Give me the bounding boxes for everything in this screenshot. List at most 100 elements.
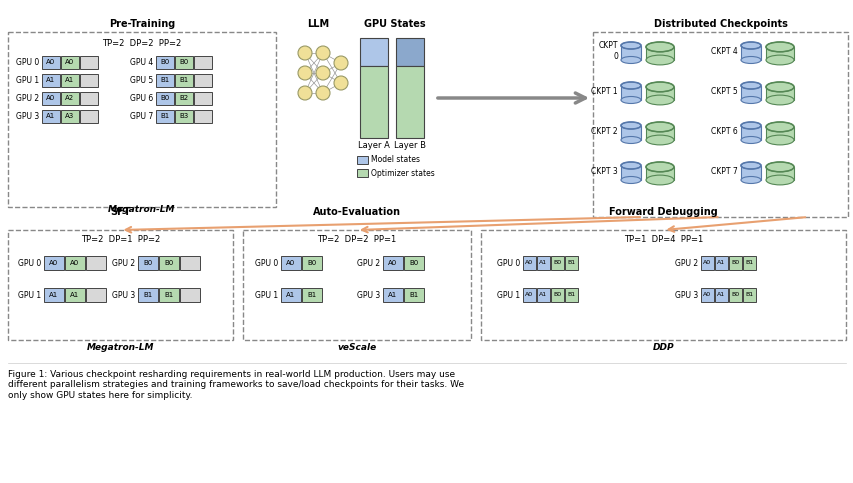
Bar (700, 288, 713, 302)
Bar (194, 74, 212, 87)
Text: A0: A0 (286, 260, 295, 266)
Text: CKPT
0: CKPT 0 (598, 42, 618, 61)
Text: GPU 4: GPU 4 (130, 58, 153, 67)
Text: B1: B1 (160, 77, 170, 84)
Text: B3: B3 (179, 114, 189, 119)
Text: Model states: Model states (370, 156, 420, 165)
Text: Megatron-LM: Megatron-LM (108, 204, 176, 213)
Ellipse shape (765, 175, 793, 185)
Bar (194, 92, 212, 105)
Text: TP=2  DP=1  PP=2: TP=2 DP=1 PP=2 (81, 236, 160, 244)
Bar (302, 288, 322, 302)
Text: GPU 2: GPU 2 (112, 258, 135, 268)
Text: B0: B0 (553, 293, 561, 298)
Ellipse shape (645, 135, 673, 145)
Bar (645, 127, 673, 140)
Text: B1: B1 (745, 260, 752, 266)
Text: GPU 5: GPU 5 (130, 76, 153, 85)
Ellipse shape (316, 66, 329, 80)
Bar (8, 32, 276, 207)
Text: A0: A0 (703, 293, 711, 298)
Bar (44, 256, 64, 270)
Bar (156, 56, 174, 69)
Text: Forward Debugging: Forward Debugging (608, 207, 717, 217)
Ellipse shape (765, 42, 793, 52)
Bar (480, 230, 845, 340)
Text: CKPT 2: CKPT 2 (590, 127, 618, 136)
Bar (742, 256, 755, 270)
Text: GPU 0: GPU 0 (15, 58, 39, 67)
Text: GPU 3: GPU 3 (15, 112, 39, 121)
Ellipse shape (765, 55, 793, 65)
Bar (765, 47, 793, 60)
Text: LLM: LLM (306, 19, 328, 29)
Text: TP=2  DP=2  PP=2: TP=2 DP=2 PP=2 (102, 39, 182, 47)
Text: B1: B1 (164, 292, 173, 298)
Text: B0: B0 (164, 260, 173, 266)
Text: A1: A1 (539, 260, 547, 266)
Bar (740, 126, 760, 140)
Bar (360, 66, 387, 138)
Bar (550, 256, 563, 270)
Bar (620, 45, 641, 60)
Bar (194, 110, 212, 123)
Text: A1: A1 (46, 77, 55, 84)
Text: GPU 6: GPU 6 (130, 94, 153, 103)
Ellipse shape (765, 122, 793, 132)
Bar (522, 256, 536, 270)
Bar (80, 110, 98, 123)
Ellipse shape (765, 162, 793, 172)
Text: B1: B1 (179, 77, 189, 84)
Bar (61, 92, 79, 105)
Text: GPU 3: GPU 3 (674, 290, 697, 299)
Text: A3: A3 (66, 114, 74, 119)
Text: A1: A1 (49, 292, 59, 298)
Text: Distributed Checkpoints: Distributed Checkpoints (653, 19, 786, 29)
Bar (550, 288, 563, 302)
Bar (714, 288, 727, 302)
Text: SFT: SFT (110, 207, 131, 217)
Bar (765, 87, 793, 100)
Text: A0: A0 (703, 260, 711, 266)
Bar (645, 87, 673, 100)
Text: veScale: veScale (337, 343, 376, 353)
Text: GPU 0: GPU 0 (496, 258, 519, 268)
Ellipse shape (645, 162, 673, 172)
Text: B1: B1 (745, 293, 752, 298)
Text: A1: A1 (539, 293, 547, 298)
Bar (700, 256, 713, 270)
Text: Layer A: Layer A (357, 141, 390, 150)
Text: GPU 3: GPU 3 (112, 290, 135, 299)
Ellipse shape (765, 95, 793, 105)
Ellipse shape (620, 57, 641, 63)
Text: B2: B2 (179, 96, 189, 101)
Text: B0: B0 (409, 260, 418, 266)
Text: B1: B1 (566, 293, 575, 298)
Ellipse shape (316, 46, 329, 60)
Bar (620, 166, 641, 180)
Bar (403, 256, 423, 270)
Ellipse shape (645, 55, 673, 65)
Bar (80, 74, 98, 87)
Bar (243, 230, 471, 340)
Bar (194, 56, 212, 69)
Bar (620, 126, 641, 140)
Text: A1: A1 (388, 292, 397, 298)
Text: GPU 1: GPU 1 (254, 290, 278, 299)
Text: Layer B: Layer B (393, 141, 426, 150)
Text: GPU 3: GPU 3 (357, 290, 380, 299)
Text: B1: B1 (409, 292, 418, 298)
Text: A0: A0 (46, 96, 55, 101)
Bar (403, 288, 423, 302)
Bar (86, 288, 106, 302)
Bar (714, 256, 727, 270)
Bar (159, 256, 179, 270)
Bar (740, 85, 760, 100)
Ellipse shape (620, 97, 641, 103)
Text: A0: A0 (66, 59, 74, 66)
Bar (357, 156, 368, 164)
Text: Megatron-LM: Megatron-LM (87, 343, 154, 353)
Text: CKPT 7: CKPT 7 (711, 167, 737, 175)
Text: A1: A1 (286, 292, 295, 298)
Bar (765, 127, 793, 140)
